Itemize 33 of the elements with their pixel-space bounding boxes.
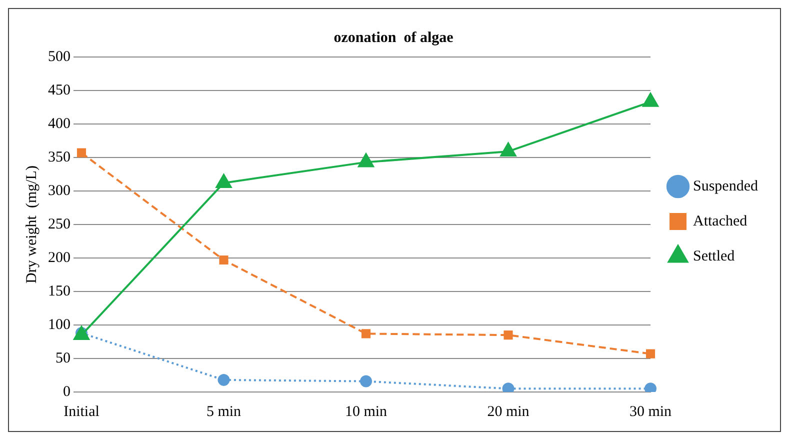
point bbox=[219, 255, 228, 265]
y-tick-label: 400 bbox=[48, 116, 70, 132]
point bbox=[500, 142, 516, 156]
y-tick-label: 0 bbox=[63, 384, 70, 400]
legend-label: Settled bbox=[693, 248, 736, 264]
chart-title: ozonation of algae bbox=[334, 30, 454, 46]
x-tick-label: 30 min bbox=[629, 404, 672, 420]
y-tick-label: 450 bbox=[48, 82, 70, 98]
y-tick-label: 100 bbox=[48, 316, 70, 333]
y-tick-label: 250 bbox=[48, 216, 70, 232]
legend-label: Attached bbox=[693, 213, 748, 230]
legend-label: Suspended bbox=[693, 178, 758, 194]
x-tick-label: Initial bbox=[64, 404, 100, 420]
y-tick-label: 300 bbox=[48, 182, 70, 199]
y-axis-title: Dry weight (mg/L) bbox=[24, 166, 40, 284]
y-tick-label: 50 bbox=[56, 350, 70, 366]
point bbox=[644, 382, 657, 392]
point bbox=[218, 374, 230, 386]
y-tick-label: 500 bbox=[48, 48, 70, 65]
x-tick-label: 20 min bbox=[487, 404, 530, 420]
y-tick-label: 200 bbox=[48, 250, 70, 266]
point bbox=[642, 92, 658, 107]
point bbox=[216, 174, 232, 188]
point bbox=[504, 330, 513, 340]
y-tick-label: 350 bbox=[48, 149, 70, 166]
point bbox=[360, 375, 372, 388]
point bbox=[646, 349, 656, 358]
y-tick-label: 150 bbox=[48, 283, 70, 300]
x-tick-label: 5 min bbox=[206, 404, 242, 420]
point bbox=[502, 382, 514, 392]
x-tick-label: 10 min bbox=[344, 404, 388, 420]
point bbox=[361, 329, 371, 338]
point bbox=[358, 153, 374, 168]
